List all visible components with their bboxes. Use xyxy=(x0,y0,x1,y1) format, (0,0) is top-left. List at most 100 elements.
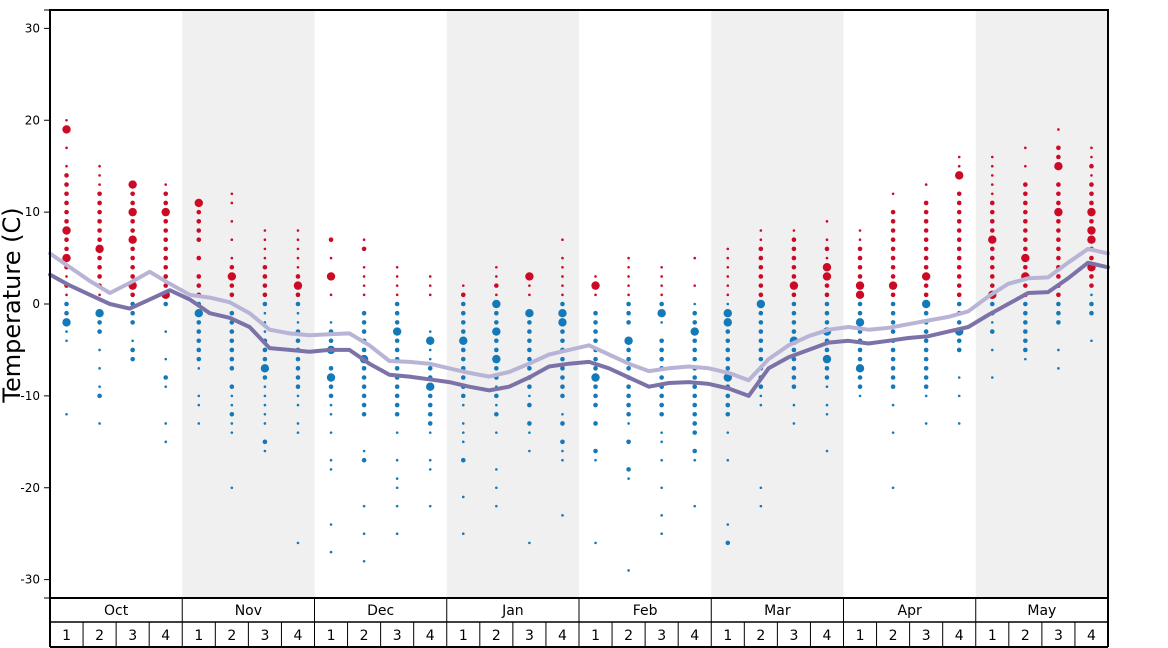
series-lines xyxy=(48,246,1110,398)
cold-dot xyxy=(890,366,896,371)
cold-dot xyxy=(624,336,633,345)
cold-dot xyxy=(395,486,399,490)
cold-dot xyxy=(130,310,135,316)
warm-dot xyxy=(263,256,267,260)
cold-dot xyxy=(130,320,135,325)
warm-dot xyxy=(1056,219,1061,224)
cold-dot xyxy=(923,384,929,389)
warm-dot xyxy=(561,284,564,287)
cold-dot xyxy=(923,338,929,344)
warm-dot xyxy=(230,238,234,241)
warm-dot xyxy=(956,292,962,298)
warm-dot xyxy=(128,235,137,244)
warm-dot xyxy=(726,293,730,297)
warm-dot xyxy=(789,281,799,290)
warm-dot xyxy=(758,246,764,252)
warm-dot xyxy=(857,255,863,261)
cold-dot xyxy=(560,329,565,334)
cold-dot xyxy=(329,412,333,416)
cold-dot xyxy=(824,310,830,316)
cold-dot xyxy=(528,431,531,434)
warm-dot xyxy=(230,256,234,260)
y-tick-label: 20 xyxy=(25,113,40,127)
cold-dot xyxy=(560,393,565,399)
warm-dot xyxy=(825,256,829,260)
warm-dot xyxy=(726,275,730,278)
warm-dot xyxy=(1056,145,1061,151)
warm-dot xyxy=(957,155,961,159)
warm-dot xyxy=(296,247,300,251)
warm-dot xyxy=(561,293,564,297)
cold-dot xyxy=(725,393,731,399)
warm-dot xyxy=(525,272,534,281)
cold-dot xyxy=(923,366,929,371)
warm-dot xyxy=(791,237,797,242)
cold-dot xyxy=(626,467,631,472)
warm-dot xyxy=(130,200,135,206)
cold-dot xyxy=(957,394,961,398)
warm-dot xyxy=(65,293,68,297)
warm-dot xyxy=(956,283,962,288)
cold-dot xyxy=(561,458,564,462)
cold-dot xyxy=(1023,338,1028,344)
cold-dot xyxy=(329,403,333,407)
cold-dot xyxy=(561,514,564,517)
warm-dot xyxy=(163,200,169,206)
cold-dot xyxy=(891,431,895,434)
cold-dot xyxy=(361,402,367,408)
cold-dot xyxy=(296,422,300,425)
week-label: 2 xyxy=(227,628,236,644)
cold-dot xyxy=(361,384,367,389)
cold-dot xyxy=(857,347,863,353)
cold-dot xyxy=(495,504,498,508)
cold-dot xyxy=(427,393,433,399)
cold-dot xyxy=(263,422,267,425)
week-label: 3 xyxy=(260,628,269,644)
warm-dot xyxy=(989,246,995,252)
cold-dot xyxy=(824,375,830,380)
week-label: 1 xyxy=(591,628,600,644)
cold-dot xyxy=(260,364,270,373)
warm-dot xyxy=(528,284,531,287)
cold-dot xyxy=(229,384,235,389)
cold-dot xyxy=(990,321,994,324)
warm-dot xyxy=(890,209,896,215)
cold-dot xyxy=(890,347,896,353)
cold-dot xyxy=(626,384,631,389)
warm-dot xyxy=(428,293,432,297)
cold-dot xyxy=(394,402,400,408)
cold-dot xyxy=(428,348,432,352)
warm-dot xyxy=(229,283,235,288)
warm-dot xyxy=(627,256,630,260)
warm-dot xyxy=(989,283,995,288)
warm-dot xyxy=(791,292,797,298)
cold-dot xyxy=(98,385,101,388)
warm-dot xyxy=(95,244,104,254)
cold-dot xyxy=(560,384,565,389)
warm-dot xyxy=(956,255,962,261)
warm-dot xyxy=(64,191,69,197)
warm-dot xyxy=(791,264,797,270)
cold-dot xyxy=(460,356,466,362)
warm-dot xyxy=(128,207,137,217)
week-label: 4 xyxy=(426,628,435,644)
warm-dot xyxy=(923,209,929,215)
warm-dot xyxy=(1056,255,1061,261)
cold-dot xyxy=(692,310,698,316)
warm-dot xyxy=(362,265,366,269)
warm-dot xyxy=(128,180,137,189)
warm-dot xyxy=(329,256,333,260)
cold-dot xyxy=(461,440,465,444)
cold-dot xyxy=(726,302,730,306)
cold-dot xyxy=(460,347,466,353)
cold-dot xyxy=(130,356,135,362)
cold-dot xyxy=(361,329,367,334)
cold-dot xyxy=(758,384,764,389)
cold-dot xyxy=(626,439,631,445)
cold-dot xyxy=(1090,293,1093,297)
cold-dot xyxy=(527,329,532,334)
warm-dot xyxy=(989,255,995,261)
warm-dot xyxy=(627,275,630,278)
warm-dot xyxy=(130,255,135,261)
warm-dot xyxy=(1023,200,1028,206)
